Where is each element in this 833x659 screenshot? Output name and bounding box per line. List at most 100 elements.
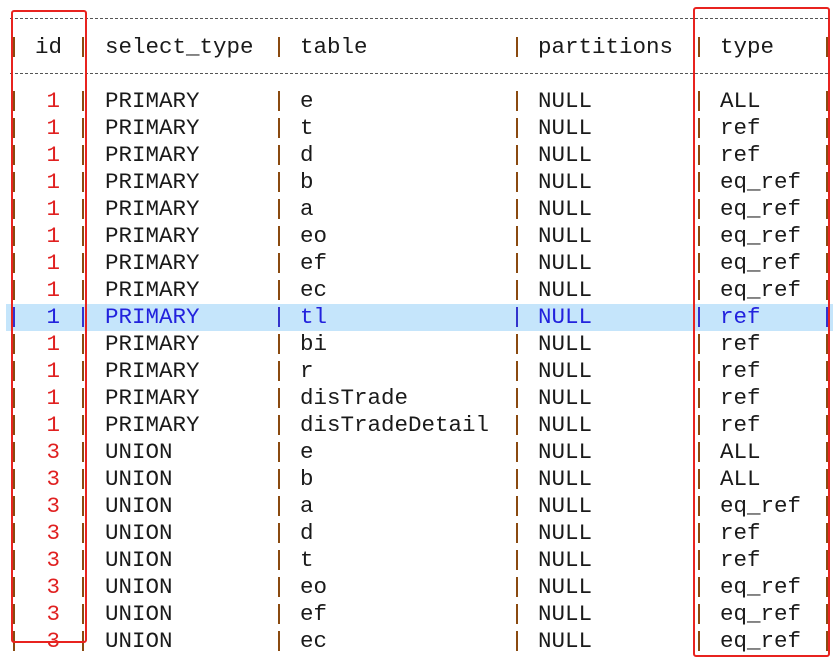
pipe <box>698 361 700 381</box>
pipe <box>13 604 15 624</box>
cell-partitions: NULL <box>538 547 593 573</box>
pipe <box>516 334 518 354</box>
table-row[interactable]: 1 PRIMARY d NULL ref <box>0 142 833 169</box>
table-row[interactable]: 1 PRIMARY disTradeDetail NULL ref <box>0 412 833 439</box>
cell-table: t <box>300 115 314 141</box>
pipe <box>278 199 280 219</box>
cell-table: bi <box>300 331 328 357</box>
table-row[interactable]: 1 PRIMARY disTrade NULL ref <box>0 385 833 412</box>
pipe <box>516 91 518 111</box>
table-row[interactable]: 1 PRIMARY bi NULL ref <box>0 331 833 358</box>
table-row[interactable]: 1 PRIMARY a NULL eq_ref <box>0 196 833 223</box>
pipe <box>82 280 84 300</box>
pipe <box>516 577 518 597</box>
cell-id: 1 <box>46 412 60 438</box>
cell-select-type: UNION <box>105 628 173 654</box>
cell-table: ec <box>300 628 328 654</box>
header-type: type <box>720 34 775 60</box>
cell-select-type: UNION <box>105 439 173 465</box>
pipe <box>82 118 84 138</box>
cell-partitions: NULL <box>538 439 593 465</box>
pipe <box>516 523 518 543</box>
cell-partitions: NULL <box>538 331 593 357</box>
pipe <box>698 631 700 651</box>
cell-id: 1 <box>46 196 60 222</box>
pipe <box>516 442 518 462</box>
pipe <box>516 118 518 138</box>
cell-table: d <box>300 142 314 168</box>
pipe <box>698 307 700 327</box>
pipe <box>698 415 700 435</box>
pipe <box>82 469 84 489</box>
pipe <box>278 604 280 624</box>
table-row[interactable]: 3 UNION e NULL ALL <box>0 439 833 466</box>
pipe <box>82 199 84 219</box>
cell-table: disTrade <box>300 385 409 411</box>
table-row[interactable]: 1 PRIMARY eo NULL eq_ref <box>0 223 833 250</box>
cell-id: 1 <box>46 115 60 141</box>
pipe <box>698 496 700 516</box>
pipe <box>278 361 280 381</box>
highlight-box-id-column <box>11 10 87 643</box>
cell-type: ALL <box>720 439 761 465</box>
cell-id: 3 <box>46 493 60 519</box>
cell-partitions: NULL <box>538 250 593 276</box>
cell-select-type: UNION <box>105 520 173 546</box>
table-row[interactable]: 3 UNION d NULL ref <box>0 520 833 547</box>
cell-partitions: NULL <box>538 493 593 519</box>
table-row[interactable]: 1 PRIMARY b NULL eq_ref <box>0 169 833 196</box>
pipe <box>13 280 15 300</box>
table-row[interactable]: 1 PRIMARY e NULL ALL <box>0 88 833 115</box>
cell-type: ref <box>720 547 761 573</box>
table-row[interactable]: 3 UNION eo NULL eq_ref <box>0 574 833 601</box>
table-row[interactable]: 3 UNION b NULL ALL <box>0 466 833 493</box>
cell-select-type: PRIMARY <box>105 115 200 141</box>
pipe <box>826 361 828 381</box>
table-row[interactable]: 3 UNION a NULL eq_ref <box>0 493 833 520</box>
header-partitions: partitions <box>538 34 674 60</box>
pipe <box>278 577 280 597</box>
pipe <box>826 253 828 273</box>
pipe <box>82 91 84 111</box>
pipe <box>278 631 280 651</box>
pipe <box>698 226 700 246</box>
pipe <box>278 523 280 543</box>
header-top-border <box>10 18 828 19</box>
table-row[interactable]: 3 UNION ec NULL eq_ref <box>0 628 833 655</box>
cell-table: a <box>300 196 314 222</box>
pipe <box>516 550 518 570</box>
cell-table: a <box>300 493 314 519</box>
cell-id: 1 <box>46 169 60 195</box>
cell-table: b <box>300 466 314 492</box>
table-row[interactable]: 1 PRIMARY ec NULL eq_ref <box>0 277 833 304</box>
cell-select-type: PRIMARY <box>105 169 200 195</box>
cell-select-type: PRIMARY <box>105 196 200 222</box>
pipe <box>698 199 700 219</box>
cell-type: eq_ref <box>720 601 802 627</box>
pipe <box>82 145 84 165</box>
cell-id: 1 <box>46 358 60 384</box>
cell-id: 3 <box>46 520 60 546</box>
header-row: id select_type table partitions type <box>0 34 833 61</box>
table-row[interactable]: 3 UNION ef NULL eq_ref <box>0 601 833 628</box>
table-row[interactable]: 1 PRIMARY r NULL ref <box>0 358 833 385</box>
table-row[interactable]: 1 PRIMARY tl NULL ref <box>6 304 833 331</box>
cell-type: eq_ref <box>720 250 802 276</box>
pipe <box>698 334 700 354</box>
cell-select-type: PRIMARY <box>105 358 200 384</box>
pipe <box>13 442 15 462</box>
pipe <box>698 577 700 597</box>
cell-partitions: NULL <box>538 88 593 114</box>
cell-partitions: NULL <box>538 223 593 249</box>
pipe <box>82 496 84 516</box>
table-row[interactable]: 1 PRIMARY ef NULL eq_ref <box>0 250 833 277</box>
pipe <box>13 145 15 165</box>
cell-id: 1 <box>46 88 60 114</box>
table-row[interactable]: 3 UNION t NULL ref <box>0 547 833 574</box>
pipe <box>13 577 15 597</box>
cell-id: 3 <box>46 601 60 627</box>
pipe <box>826 172 828 192</box>
table-row[interactable]: 1 PRIMARY t NULL ref <box>0 115 833 142</box>
pipe <box>516 172 518 192</box>
pipe <box>13 307 15 327</box>
